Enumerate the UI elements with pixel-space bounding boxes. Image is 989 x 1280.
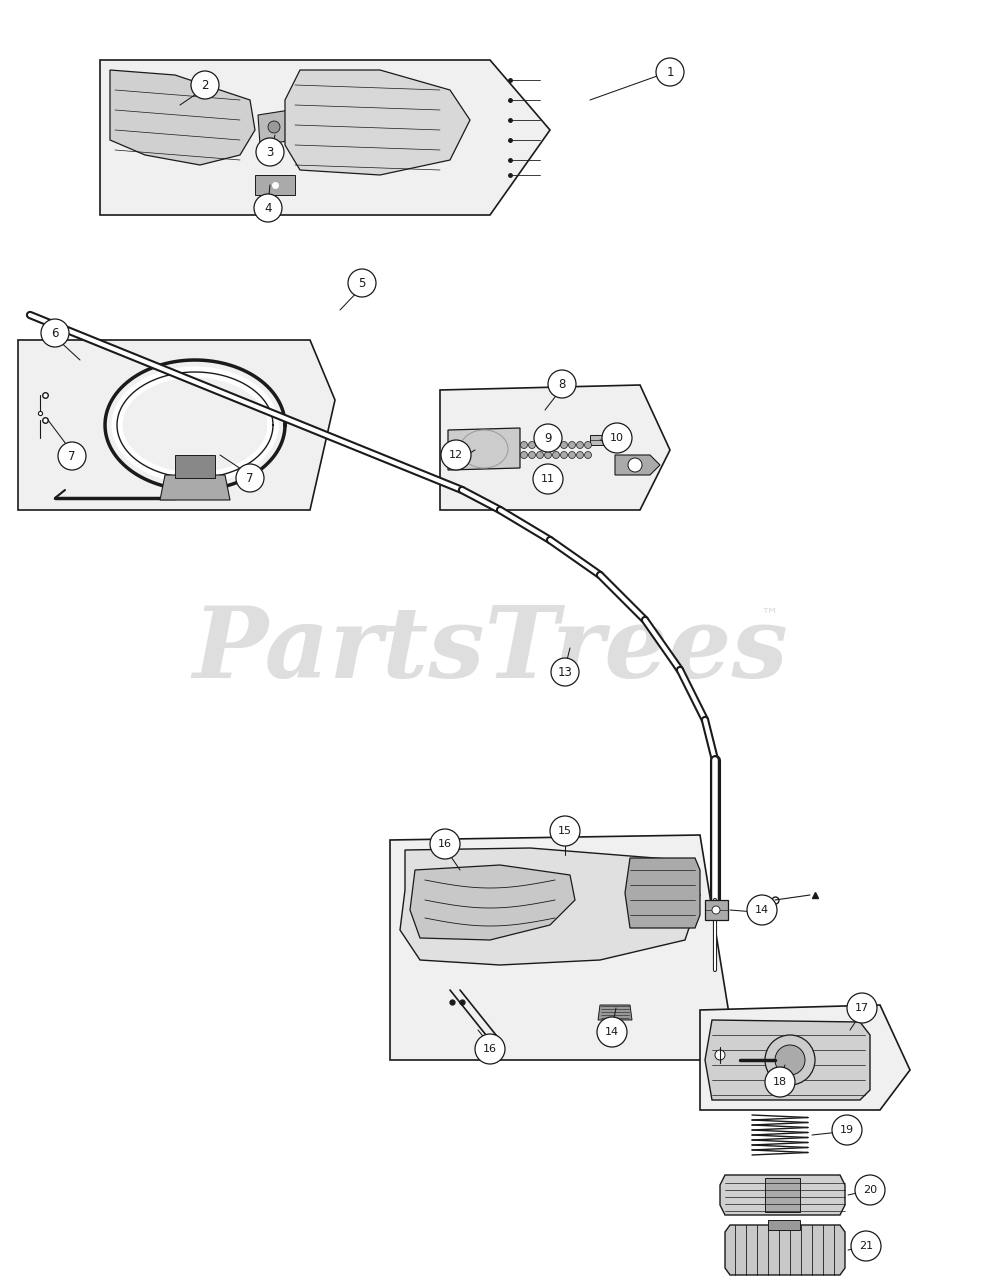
Polygon shape xyxy=(440,385,670,509)
Polygon shape xyxy=(400,849,700,965)
Text: 6: 6 xyxy=(51,326,58,339)
Circle shape xyxy=(765,1036,815,1085)
Text: ™: ™ xyxy=(760,607,778,625)
Text: 4: 4 xyxy=(264,201,272,215)
Polygon shape xyxy=(448,428,520,470)
Circle shape xyxy=(58,442,86,470)
Circle shape xyxy=(348,269,376,297)
Circle shape xyxy=(561,442,568,448)
Circle shape xyxy=(577,442,584,448)
Circle shape xyxy=(584,452,591,458)
Polygon shape xyxy=(615,454,660,475)
Text: 2: 2 xyxy=(201,78,209,91)
Text: 9: 9 xyxy=(544,431,552,444)
Circle shape xyxy=(254,195,282,221)
Circle shape xyxy=(553,452,560,458)
Circle shape xyxy=(584,442,591,448)
Text: 13: 13 xyxy=(558,666,573,678)
Polygon shape xyxy=(390,835,730,1060)
Circle shape xyxy=(441,440,471,470)
Polygon shape xyxy=(705,1020,870,1100)
Circle shape xyxy=(569,452,576,458)
Circle shape xyxy=(534,424,562,452)
Circle shape xyxy=(597,1018,627,1047)
Text: 15: 15 xyxy=(558,826,572,836)
Polygon shape xyxy=(160,475,230,500)
Circle shape xyxy=(545,442,552,448)
Text: 19: 19 xyxy=(840,1125,854,1135)
Text: 16: 16 xyxy=(483,1044,497,1053)
Circle shape xyxy=(41,319,69,347)
Text: 18: 18 xyxy=(773,1076,787,1087)
Text: 16: 16 xyxy=(438,838,452,849)
Text: 17: 17 xyxy=(854,1004,869,1012)
Text: 10: 10 xyxy=(610,433,624,443)
Polygon shape xyxy=(590,435,620,445)
Circle shape xyxy=(520,452,527,458)
Polygon shape xyxy=(100,60,550,215)
Circle shape xyxy=(191,70,219,99)
Text: PartsTrees: PartsTrees xyxy=(192,602,788,699)
Circle shape xyxy=(847,993,877,1023)
Circle shape xyxy=(765,1068,795,1097)
Circle shape xyxy=(602,422,632,453)
Text: 7: 7 xyxy=(246,471,254,485)
Polygon shape xyxy=(255,175,295,195)
Text: 12: 12 xyxy=(449,451,463,460)
Polygon shape xyxy=(410,865,575,940)
Circle shape xyxy=(533,465,563,494)
Circle shape xyxy=(712,906,720,914)
Text: 14: 14 xyxy=(755,905,769,915)
Polygon shape xyxy=(110,70,255,165)
Polygon shape xyxy=(258,110,295,145)
Circle shape xyxy=(528,452,535,458)
Text: 20: 20 xyxy=(863,1185,877,1196)
Text: 7: 7 xyxy=(68,449,76,462)
Circle shape xyxy=(553,442,560,448)
Text: 8: 8 xyxy=(559,378,566,390)
Polygon shape xyxy=(765,1178,800,1212)
Text: 14: 14 xyxy=(605,1027,619,1037)
Polygon shape xyxy=(768,1220,800,1230)
Circle shape xyxy=(475,1034,505,1064)
Circle shape xyxy=(656,58,684,86)
Circle shape xyxy=(628,458,642,472)
Text: 11: 11 xyxy=(541,474,555,484)
Polygon shape xyxy=(175,454,215,477)
Circle shape xyxy=(747,895,777,925)
Circle shape xyxy=(536,452,544,458)
Circle shape xyxy=(832,1115,862,1146)
Circle shape xyxy=(256,138,284,166)
Circle shape xyxy=(545,452,552,458)
Circle shape xyxy=(536,442,544,448)
Circle shape xyxy=(775,1044,805,1075)
Circle shape xyxy=(855,1175,885,1204)
Circle shape xyxy=(550,817,580,846)
Circle shape xyxy=(715,1050,725,1060)
Polygon shape xyxy=(700,1005,910,1110)
Text: 21: 21 xyxy=(858,1242,873,1251)
Polygon shape xyxy=(598,1005,632,1020)
Circle shape xyxy=(520,442,527,448)
Text: 5: 5 xyxy=(358,276,366,289)
Circle shape xyxy=(851,1231,881,1261)
Circle shape xyxy=(577,452,584,458)
Polygon shape xyxy=(625,858,700,928)
Circle shape xyxy=(561,452,568,458)
Polygon shape xyxy=(705,900,728,920)
Polygon shape xyxy=(285,70,470,175)
Polygon shape xyxy=(18,340,335,509)
Circle shape xyxy=(551,658,579,686)
Text: 3: 3 xyxy=(266,146,274,159)
Circle shape xyxy=(268,122,280,133)
Circle shape xyxy=(236,465,264,492)
Text: 1: 1 xyxy=(667,65,674,78)
Polygon shape xyxy=(720,1175,845,1215)
Circle shape xyxy=(569,442,576,448)
Circle shape xyxy=(528,442,535,448)
Circle shape xyxy=(548,370,576,398)
Polygon shape xyxy=(725,1225,845,1275)
Circle shape xyxy=(430,829,460,859)
